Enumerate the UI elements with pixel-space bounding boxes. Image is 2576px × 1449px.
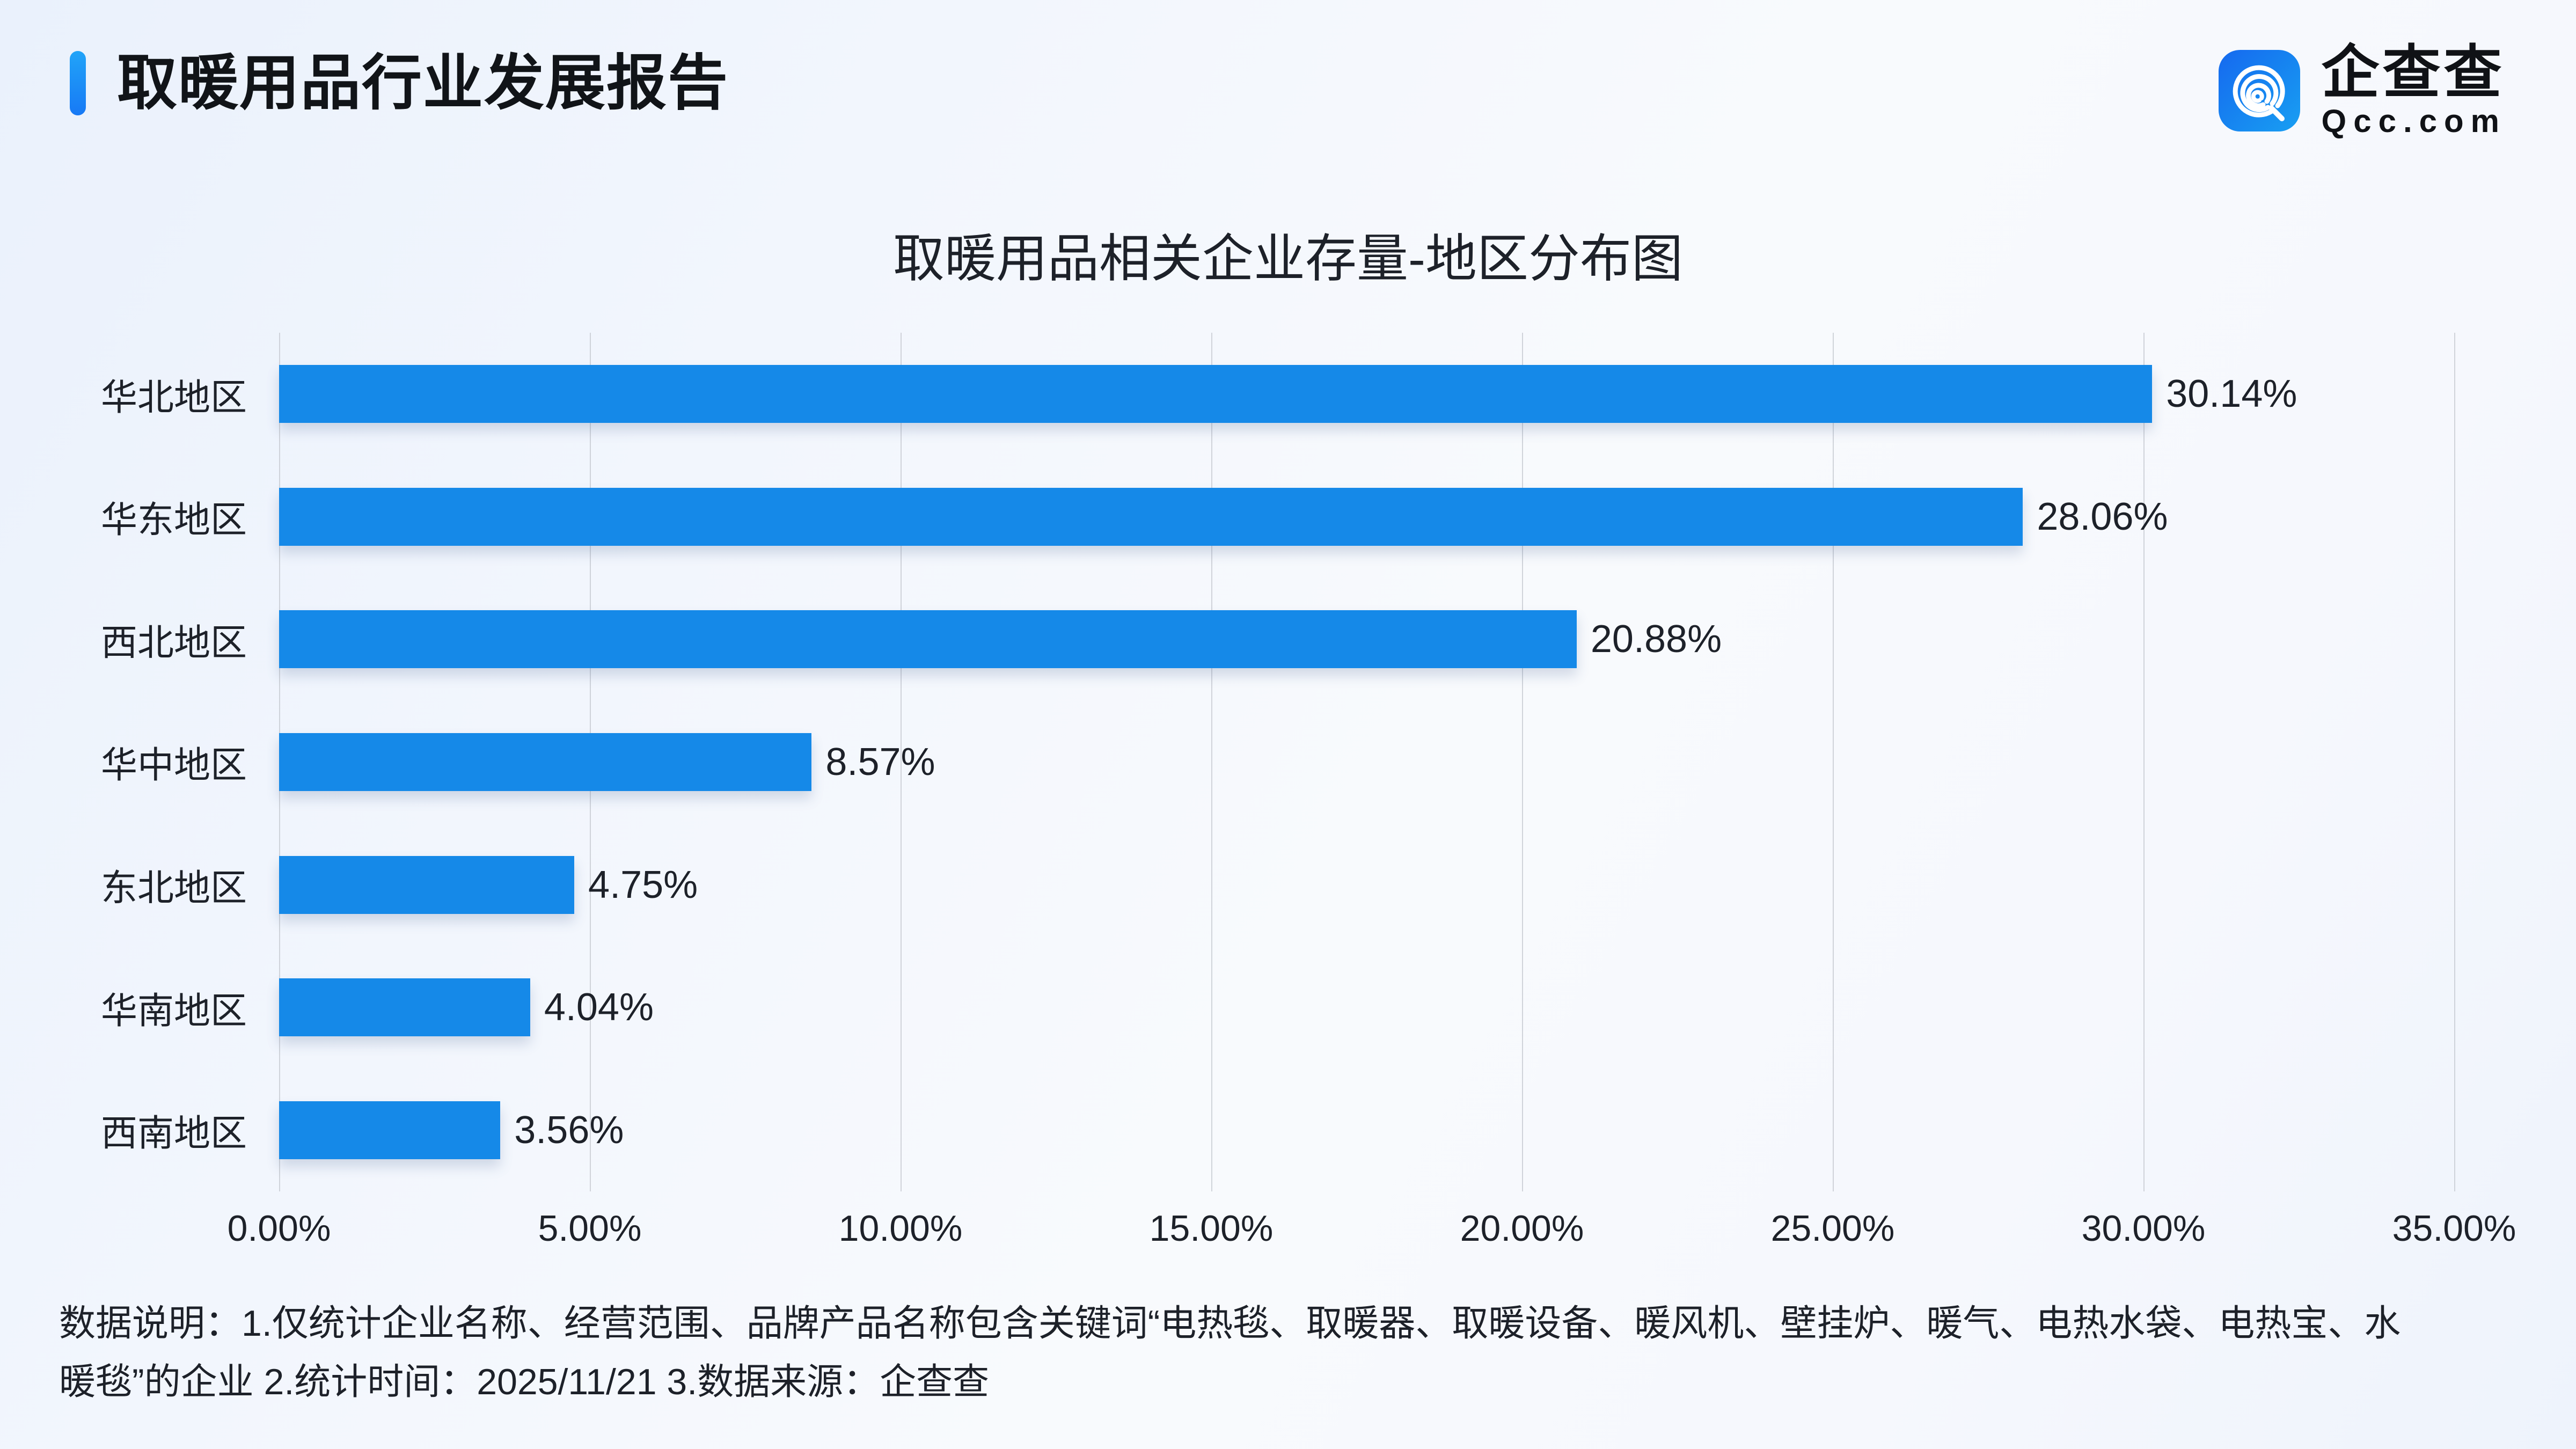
chart-y-axis-labels: 华北地区华东地区西北地区华中地区东北地区华南地区西南地区 [0, 333, 247, 1191]
chart-x-axis-label: 10.00% [838, 1208, 963, 1249]
chart-bar[interactable] [279, 978, 530, 1037]
chart-bar-value-label: 8.57% [825, 740, 935, 784]
chart-y-axis-label: 华东地区 [100, 500, 247, 541]
chart-bar-row[interactable]: 3.56% [279, 1069, 2454, 1191]
chart-bar-value-label: 4.75% [588, 863, 698, 906]
chart-y-axis-label: 华中地区 [100, 745, 247, 786]
gridline [1211, 333, 1212, 1191]
chart-bar-value-label: 4.04% [544, 986, 654, 1029]
chart-bar-row[interactable]: 8.57% [279, 701, 2454, 824]
chart-bar[interactable] [279, 610, 1577, 669]
brand-name-en: Qcc.com [2321, 103, 2506, 140]
chart-y-axis-label: 华北地区 [100, 377, 247, 418]
chart-bar-row[interactable]: 4.75% [279, 823, 2454, 946]
title-accent-bar [70, 51, 86, 115]
chart-x-axis-label: 20.00% [1460, 1208, 1584, 1249]
chart-bar-value-label: 3.56% [514, 1108, 624, 1152]
chart-x-axis-label: 25.00% [1770, 1208, 1895, 1249]
chart-bar-value-label: 28.06% [2037, 495, 2168, 538]
chart-bar-value-label: 30.14% [2166, 372, 2297, 416]
chart-y-axis-label: 西南地区 [100, 1113, 247, 1154]
gridline [1833, 333, 1834, 1191]
chart-bar[interactable] [279, 1101, 501, 1159]
chart-y-axis-label: 华南地区 [100, 990, 247, 1031]
data-footnote: 数据说明：1.仅统计企业名称、经营范围、品牌产品名称包含关键词“电热毯、取暖器、… [59, 1294, 2538, 1411]
gridline [901, 333, 902, 1191]
chart-x-axis-label: 5.00% [538, 1208, 642, 1249]
brand-logo-text: 企查查 Qcc.com [2321, 40, 2506, 140]
chart-y-axis-label: 东北地区 [100, 868, 247, 909]
chart-bars: 30.14% 28.06% 20.88% 8.57% 4.75% 4.04% 3.56% [279, 333, 2454, 1191]
report-title-group: 取暖用品行业发展报告 [70, 51, 729, 115]
chart-bar[interactable] [279, 365, 2153, 423]
qcc-spiral-q-icon [2218, 50, 2300, 132]
footnote-line-2: 暖毯”的企业 2.统计时间：2025/11/21 3.数据来源：企查查 [59, 1361, 990, 1402]
chart-bar-row[interactable]: 30.14% [279, 333, 2454, 456]
gridline [1522, 333, 1523, 1191]
chart-bar[interactable] [279, 733, 812, 791]
chart-x-axis-label: 0.00% [227, 1208, 331, 1249]
chart-plot-area: 30.14% 28.06% 20.88% 8.57% 4.75% 4.04% 3.56% [279, 333, 2455, 1191]
chart-bar[interactable] [279, 855, 575, 914]
chart-x-axis-labels: 0.00% 5.00% 10.00% 15.00% 20.00% 25.00% 30.00%… [0, 1210, 2576, 1269]
page-header: 取暖用品行业发展报告 企查查 Qcc.com [0, 0, 2576, 209]
chart-x-axis-label: 35.00% [2392, 1208, 2516, 1249]
gridline [2143, 333, 2145, 1191]
gridline [2454, 333, 2455, 1191]
chart-bar-value-label: 20.88% [1590, 618, 1722, 661]
brand-logo[interactable]: 企查查 Qcc.com [2218, 40, 2506, 140]
chart-title: 取暖用品相关企业存量-地区分布图 [893, 230, 1683, 288]
chart-y-axis-label: 西北地区 [100, 622, 247, 663]
brand-name-cn: 企查查 [2321, 40, 2505, 105]
chart-x-axis-label: 15.00% [1149, 1208, 1274, 1249]
chart-bar-row[interactable]: 28.06% [279, 456, 2454, 579]
chart-bar[interactable] [279, 487, 2023, 546]
footnote-line-1: 数据说明：1.仅统计企业名称、经营范围、品牌产品名称包含关键词“电热毯、取暖器、… [59, 1303, 2401, 1344]
chart-bar-row[interactable]: 4.04% [279, 946, 2454, 1069]
page-title: 取暖用品行业发展报告 [117, 49, 729, 116]
chart-x-axis-label: 30.00% [2081, 1208, 2206, 1249]
chart-bar-row[interactable]: 20.88% [279, 578, 2454, 701]
